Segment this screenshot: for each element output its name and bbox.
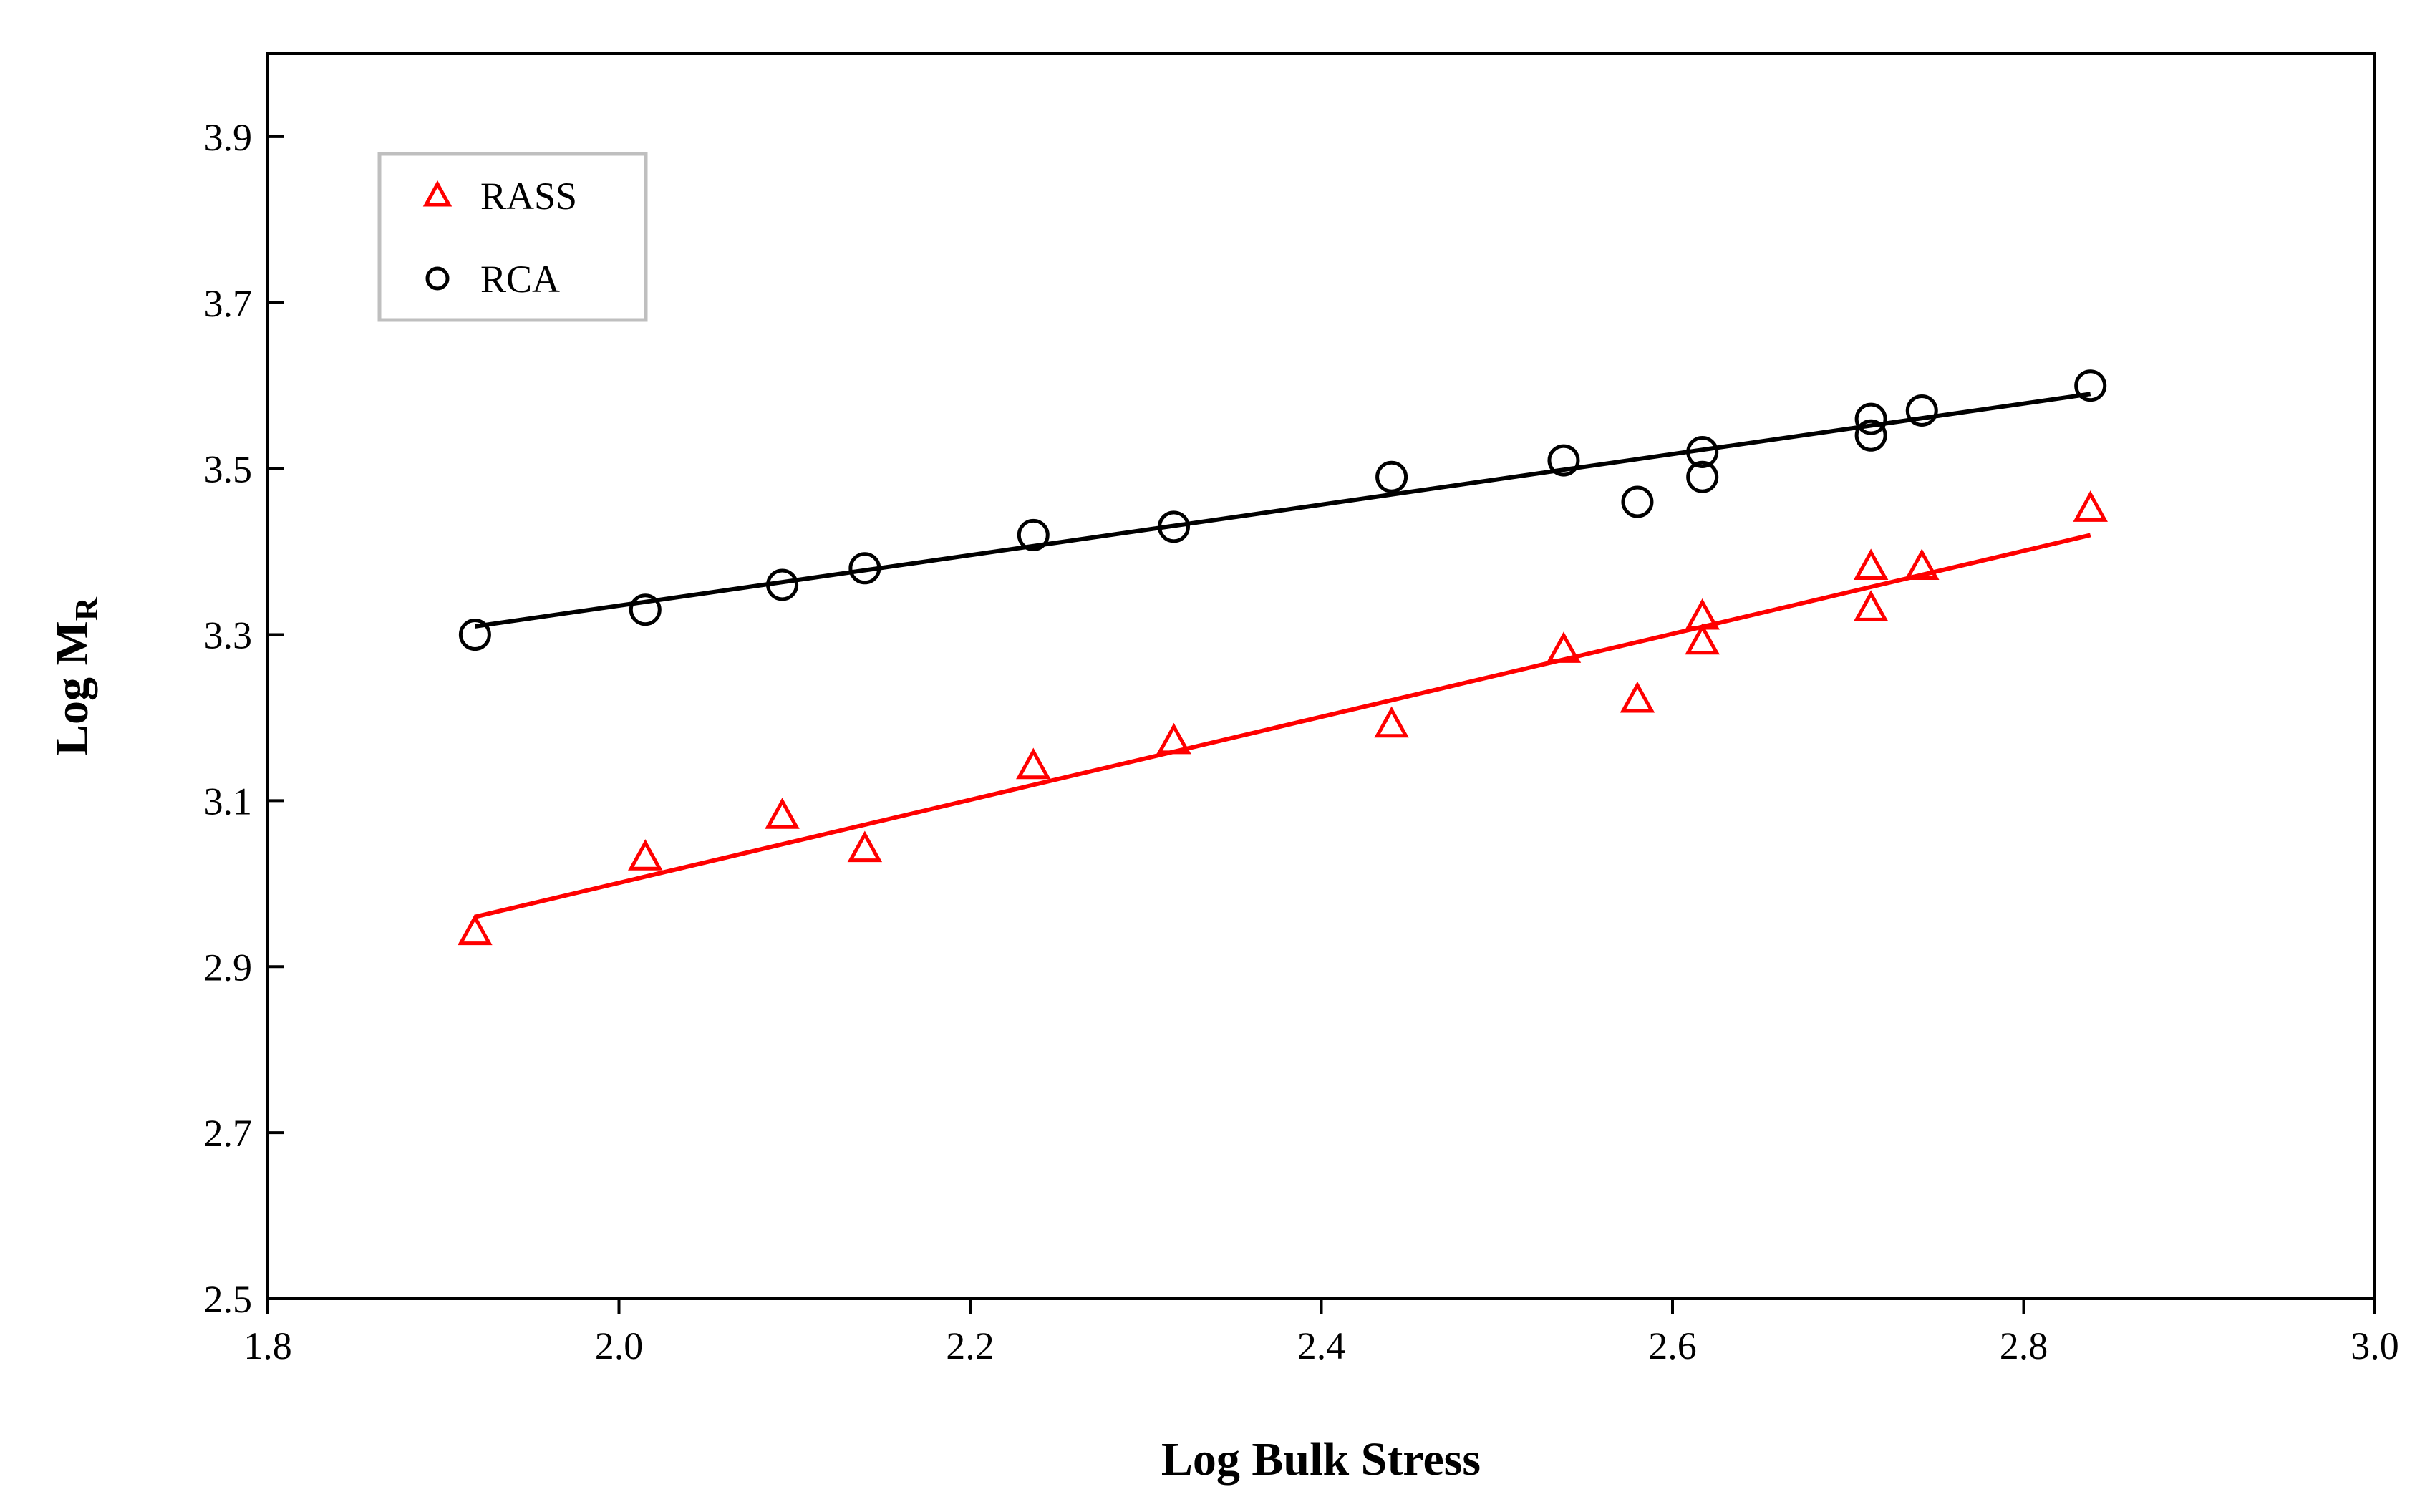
point-rca [1686,435,1719,468]
x-axis-ticks: 1.8 2.0 2.2 2.4 2.6 2.8 3.0 [243,1299,2399,1367]
y-tick-label: 2.7 [204,1112,253,1155]
point-rca [629,593,662,626]
point-rca [766,568,799,601]
y-axis-title-subscript: R [68,596,105,621]
trendlines [474,392,2091,919]
point-rca [1547,444,1580,477]
y-axis-ticks: 2.5 2.7 2.9 3.1 3.3 3.5 3.7 3.9 [204,116,284,1321]
legend-marker-rca [425,266,450,291]
point-rca [1375,460,1408,493]
x-tick-label: 2.6 [1648,1324,1697,1367]
y-tick-label: 3.1 [204,780,253,823]
point-rass [1374,706,1409,738]
point-rca [1157,510,1190,543]
point-rass [847,830,883,863]
legend-marker-rass [422,180,452,207]
point-rca [1686,460,1719,493]
x-tick-label: 2.2 [946,1324,994,1367]
point-rass [628,839,663,871]
data-points [458,369,2108,946]
y-axis-title-main: Log M [46,621,98,756]
point-rass [1620,681,1655,713]
y-tick-label: 3.5 [204,448,253,491]
point-rass [1904,548,1940,580]
y-tick-label: 3.3 [204,614,253,657]
point-rca [2074,369,2107,402]
point-rass [1016,747,1051,780]
trendline-rca [474,392,2091,629]
point-rass [765,798,800,829]
point-rass [2073,490,2108,522]
y-tick-label: 3.9 [204,116,253,159]
point-rass [1853,548,1889,580]
legend-label-rca: RCA [480,258,560,301]
trendline-rass [474,533,2091,919]
point-rass [458,914,493,946]
x-tick-label: 1.8 [243,1324,292,1367]
point-rass [1156,722,1191,755]
y-tick-label: 2.9 [204,946,253,989]
x-tick-label: 2.4 [1297,1324,1346,1367]
point-rca [1017,518,1050,551]
legend-box [377,152,648,322]
point-rass [1685,623,1720,655]
svg-text:Log MR: Log MR [46,596,105,756]
y-axis-title: Log MR [46,596,105,756]
x-axis-title: Log Bulk Stress [1161,1433,1481,1486]
point-rca [1905,394,1938,427]
x-tick-label: 3.0 [2351,1324,2399,1367]
point-rca [1854,419,1887,452]
point-rca [848,552,881,585]
point-rass [1853,590,1889,621]
point-rca [458,619,491,651]
y-tick-label: 3.7 [204,282,253,325]
y-tick-label: 2.5 [204,1278,253,1321]
legend-label-rass: RASS [480,175,577,218]
point-rca [1854,402,1887,435]
point-rass [1546,631,1582,663]
x-tick-label: 2.8 [2000,1324,2048,1367]
point-rca [1621,485,1654,518]
legend: RASS RCA [377,152,648,322]
x-tick-label: 2.0 [595,1324,644,1367]
